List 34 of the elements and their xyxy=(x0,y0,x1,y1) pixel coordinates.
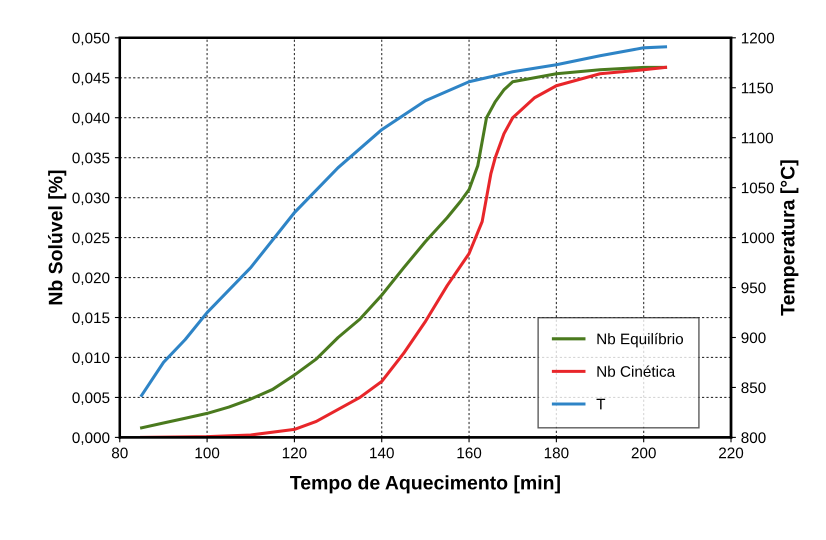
legend-label: Nb Cinética xyxy=(597,365,676,377)
y-axis-title: Nb Solúvel [%] xyxy=(48,170,66,304)
x-tick-label: 80 xyxy=(112,448,128,458)
y-tick-label: 0,015 xyxy=(72,312,110,326)
x-tick-label: 200 xyxy=(632,448,656,458)
y2-tick-label: 900 xyxy=(741,332,766,344)
y2-tick-label: 850 xyxy=(741,382,766,394)
y2-tick-label: 1150 xyxy=(742,82,773,94)
x-axis-title: Tempo de Aquecimento [min] xyxy=(290,475,560,494)
legend-label: Nb Equilíbrio xyxy=(597,332,684,348)
y2-tick-label: 1000 xyxy=(742,232,774,244)
y-tick-label: 0,035 xyxy=(72,152,110,166)
legend-label: T xyxy=(596,398,606,410)
y2-tick-label: 1100 xyxy=(742,132,773,144)
y-tick-label: 0,010 xyxy=(72,352,110,365)
x-tick-label: 140 xyxy=(370,448,394,458)
y-tick-label: 0,050 xyxy=(72,32,110,46)
y2-tick-label: 950 xyxy=(741,282,766,294)
x-tick-label: 160 xyxy=(457,448,482,458)
y-tick-label: 0,020 xyxy=(72,272,110,286)
x-tick-label: 180 xyxy=(544,448,569,458)
y-tick-label: 0,000 xyxy=(72,432,110,445)
y2-tick-label: 1050 xyxy=(742,182,774,194)
y-tick-label: 0,040 xyxy=(72,112,110,126)
y-tick-label: 0,030 xyxy=(72,192,110,206)
x-tick-label: 220 xyxy=(719,448,744,458)
y-tick-label: 0,045 xyxy=(72,72,110,86)
y-tick-label: 0,025 xyxy=(72,232,110,246)
y-tick-label: 0,005 xyxy=(72,392,110,405)
y2-axis-title: Temperatura [°C] xyxy=(780,160,798,316)
y2-tick-label: 800 xyxy=(741,432,766,444)
x-tick-label: 120 xyxy=(282,448,307,458)
y2-tick-label: 1200 xyxy=(742,32,774,44)
x-tick-label: 100 xyxy=(196,448,220,458)
